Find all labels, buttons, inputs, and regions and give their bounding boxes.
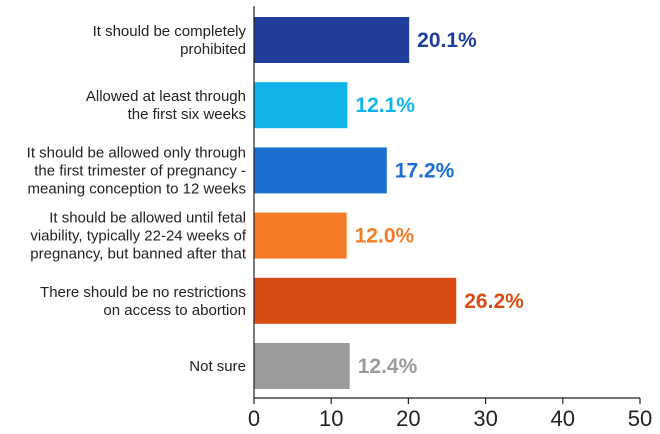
category-labels: It should be completely prohibited Allowed… [27, 23, 247, 375]
bar-3 [254, 212, 347, 259]
bar-4 [254, 277, 457, 324]
bars-layer [254, 17, 457, 389]
x-tick-label-4: 40 [551, 406, 575, 431]
bar-5 [254, 343, 350, 389]
bar-1 [254, 82, 348, 129]
axes [253, 6, 641, 404]
x-tick-label-5: 50 [628, 406, 652, 431]
category-label-3: It should be allowed until fetal viabilit… [30, 210, 247, 263]
category-label-1: Allowed at least through the first six we… [86, 88, 246, 123]
value-label-1: 12.1% [355, 94, 415, 117]
bar-0 [254, 17, 410, 63]
category-label-2: It should be allowed only through the fir… [27, 144, 246, 197]
category-label-5: Not sure [189, 358, 246, 375]
category-label-0: It should be completely prohibited [93, 23, 247, 58]
value-label-4: 26.2% [464, 290, 524, 313]
bar-2 [254, 147, 387, 194]
x-tick-label-2: 20 [396, 406, 420, 431]
value-label-0: 20.1% [417, 29, 477, 52]
value-label-2: 17.2% [395, 159, 455, 182]
category-label-4: There should be no restrictions on access… [40, 284, 246, 319]
value-label-3: 12.0% [355, 225, 415, 248]
x-tick-label-1: 10 [319, 406, 343, 431]
x-tick-label-3: 30 [473, 406, 497, 431]
x-tick-label-0: 0 [248, 406, 260, 431]
tick-labels: 0 10 20 30 40 50 [248, 406, 652, 431]
value-label-5: 12.4% [358, 355, 418, 378]
value-labels: 20.1% 12.1% 17.2% 12.0% 26.2% 12.4% [355, 29, 524, 378]
